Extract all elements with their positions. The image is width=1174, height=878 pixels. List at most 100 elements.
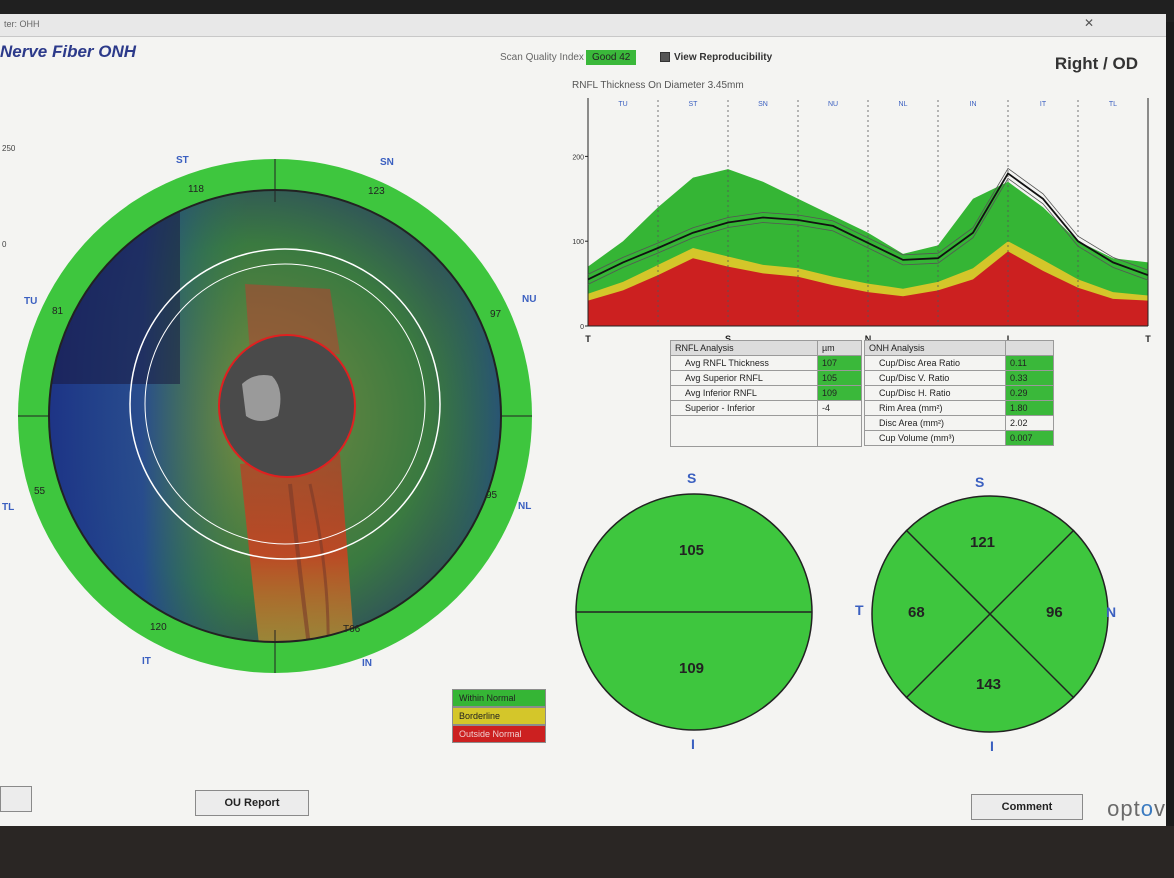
avg-rnfl-thickness-label: Avg RNFL Thickness [670, 355, 818, 371]
sector-label-in: IN [362, 658, 372, 669]
y-tick-label: 0 [580, 324, 584, 331]
close-icon[interactable]: ✕ [1083, 16, 1094, 30]
hemi-label-s: S [687, 470, 697, 486]
avg-rnfl-thickness-value: 107 [817, 355, 862, 371]
sector-label-tu: TU [24, 296, 38, 307]
superior-inferior-label: Superior - Inferior [670, 400, 818, 416]
legend-borderline: Borderline [452, 707, 546, 725]
onh-analysis-header: ONH Analysis [864, 340, 1006, 356]
cup-disc-h-ratio-label: Cup/Disc H. Ratio [864, 385, 1006, 401]
segment-label-st: ST [689, 101, 699, 108]
cup-disc-h-ratio-value: 0.29 [1005, 385, 1054, 401]
application-window: ter: OHH ✕ Nerve Fiber ONH Right / OD Sc… [0, 14, 1166, 828]
cup-disc-v-ratio-label: Cup/Disc V. Ratio [864, 370, 1006, 386]
cup-disc-area-ratio-label: Cup/Disc Area Ratio [864, 355, 1006, 371]
x-tick-label: S [725, 334, 731, 344]
quadrant-chart[interactable] [870, 494, 1110, 734]
monitor-bezel-bottom [0, 826, 1174, 878]
sector-label-tl: TL [2, 502, 15, 513]
page-title: Nerve Fiber ONH [0, 42, 137, 61]
avg-inferior-rnfl-value: 109 [817, 385, 862, 401]
sector-value-tu: 81 [52, 306, 64, 317]
comment-button[interactable]: Comment [971, 794, 1083, 820]
y-tick-label: 100 [572, 239, 584, 246]
segment-label-in: IN [970, 101, 977, 108]
window-titlebar: ter: OHH ✕ [0, 14, 1166, 37]
legend-outside-normal: Outside Normal [452, 725, 546, 743]
disc-area-value: 2.02 [1005, 415, 1054, 431]
sector-value-st: 118 [188, 184, 204, 195]
segment-label-it: IT [1040, 101, 1047, 108]
checkbox-icon[interactable] [660, 52, 670, 63]
avg-superior-rnfl-label: Avg Superior RNFL [670, 370, 818, 386]
cup-disc-v-ratio-value: 0.33 [1005, 370, 1054, 386]
sector-value-it: 120 [150, 622, 167, 633]
sector-value-nu: 97 [490, 309, 502, 320]
color-legend: Within Normal Borderline Outside Normal [452, 689, 546, 743]
x-tick-label: I [1007, 334, 1010, 344]
x-tick-label: T [1145, 334, 1151, 344]
sector-label-it: IT [142, 656, 151, 667]
rnfl-analysis-header: RNFL Analysis [670, 340, 818, 356]
x-tick-label: N [865, 334, 872, 344]
sector-label-st: ST [176, 155, 189, 166]
quad-temporal-value: 68 [908, 604, 925, 621]
segment-label-nu: NU [828, 101, 838, 108]
series-lower-envelope [587, 177, 1149, 285]
quad-label-s: S [975, 474, 985, 490]
view-reproducibility-label: View Reproducibility [674, 52, 773, 63]
cup-disc-area-ratio-value: 0.11 [1005, 355, 1054, 371]
optic-cup [242, 375, 281, 421]
legend-within-normal: Within Normal [452, 689, 546, 707]
sector-value-tl: 55 [34, 486, 46, 497]
superior-inferior-value: -4 [817, 400, 862, 416]
sector-label-nl: NL [518, 501, 532, 512]
rim-area-label: Rim Area (mm²) [864, 400, 1006, 416]
brand-logo: optov [1107, 796, 1166, 821]
segment-label-tl: TL [1109, 101, 1117, 108]
x-tick-label: T [585, 334, 591, 344]
chart-title: RNFL Thickness On Diameter 3.45mm [572, 80, 744, 91]
scan-quality-badge: Good 42 [586, 50, 637, 65]
view-reproducibility-checkbox[interactable]: View Reproducibility [660, 52, 772, 63]
onh-analysis-table: ONH Analysis Cup/Disc Area Ratio 0.11 Cup… [864, 340, 1054, 446]
quad-label-n: N [1106, 604, 1117, 620]
unit-header: µm [817, 340, 862, 356]
avg-superior-rnfl-value: 105 [817, 370, 862, 386]
quad-label-t: T [855, 602, 864, 618]
window-menu-text: ter: OHH [4, 19, 40, 29]
segment-label-sn: SN [758, 101, 768, 108]
rnfl-thickness-map[interactable] [10, 154, 540, 684]
hemisphere-chart[interactable] [574, 492, 814, 732]
quad-label-i: I [990, 738, 994, 754]
ou-report-button[interactable]: OU Report [195, 790, 309, 816]
optic-disc [218, 334, 356, 478]
sector-value-in: T66 [343, 624, 361, 635]
hemi-inferior-value: 109 [679, 660, 705, 677]
sector-value-sn: 123 [368, 186, 385, 197]
cup-volume-value: 0.007 [1005, 430, 1054, 446]
sector-label-nu: NU [522, 294, 537, 305]
cup-volume-label: Cup Volume (mm³) [864, 430, 1006, 446]
quad-superior-value: 121 [970, 534, 996, 551]
sector-label-sn: SN [380, 157, 394, 168]
disc-area-label: Disc Area (mm²) [864, 415, 1006, 431]
avg-inferior-rnfl-label: Avg Inferior RNFL [670, 385, 818, 401]
segment-label-tu: TU [618, 101, 627, 108]
quad-nasal-value: 96 [1046, 604, 1063, 621]
segment-label-nl: NL [899, 101, 908, 108]
back-button[interactable] [0, 786, 32, 812]
y-tick-label: 200 [572, 154, 584, 161]
scan-quality-label: Scan Quality Index [500, 52, 584, 63]
sector-value-nl: 95 [486, 490, 498, 501]
series-line-0 [587, 172, 1149, 281]
series-upper-envelope [587, 167, 1149, 275]
quad-inferior-value: 143 [976, 676, 1002, 693]
rim-area-value: 1.80 [1005, 400, 1054, 416]
hemi-superior-value: 105 [679, 542, 705, 559]
scale-mid-label: 0 [2, 240, 7, 249]
rnfl-analysis-table: RNFL Analysis µm Avg RNFL Thickness 107 Av… [670, 340, 862, 447]
hemi-label-i: I [691, 736, 695, 752]
scale-top-label: 250 [2, 144, 16, 153]
